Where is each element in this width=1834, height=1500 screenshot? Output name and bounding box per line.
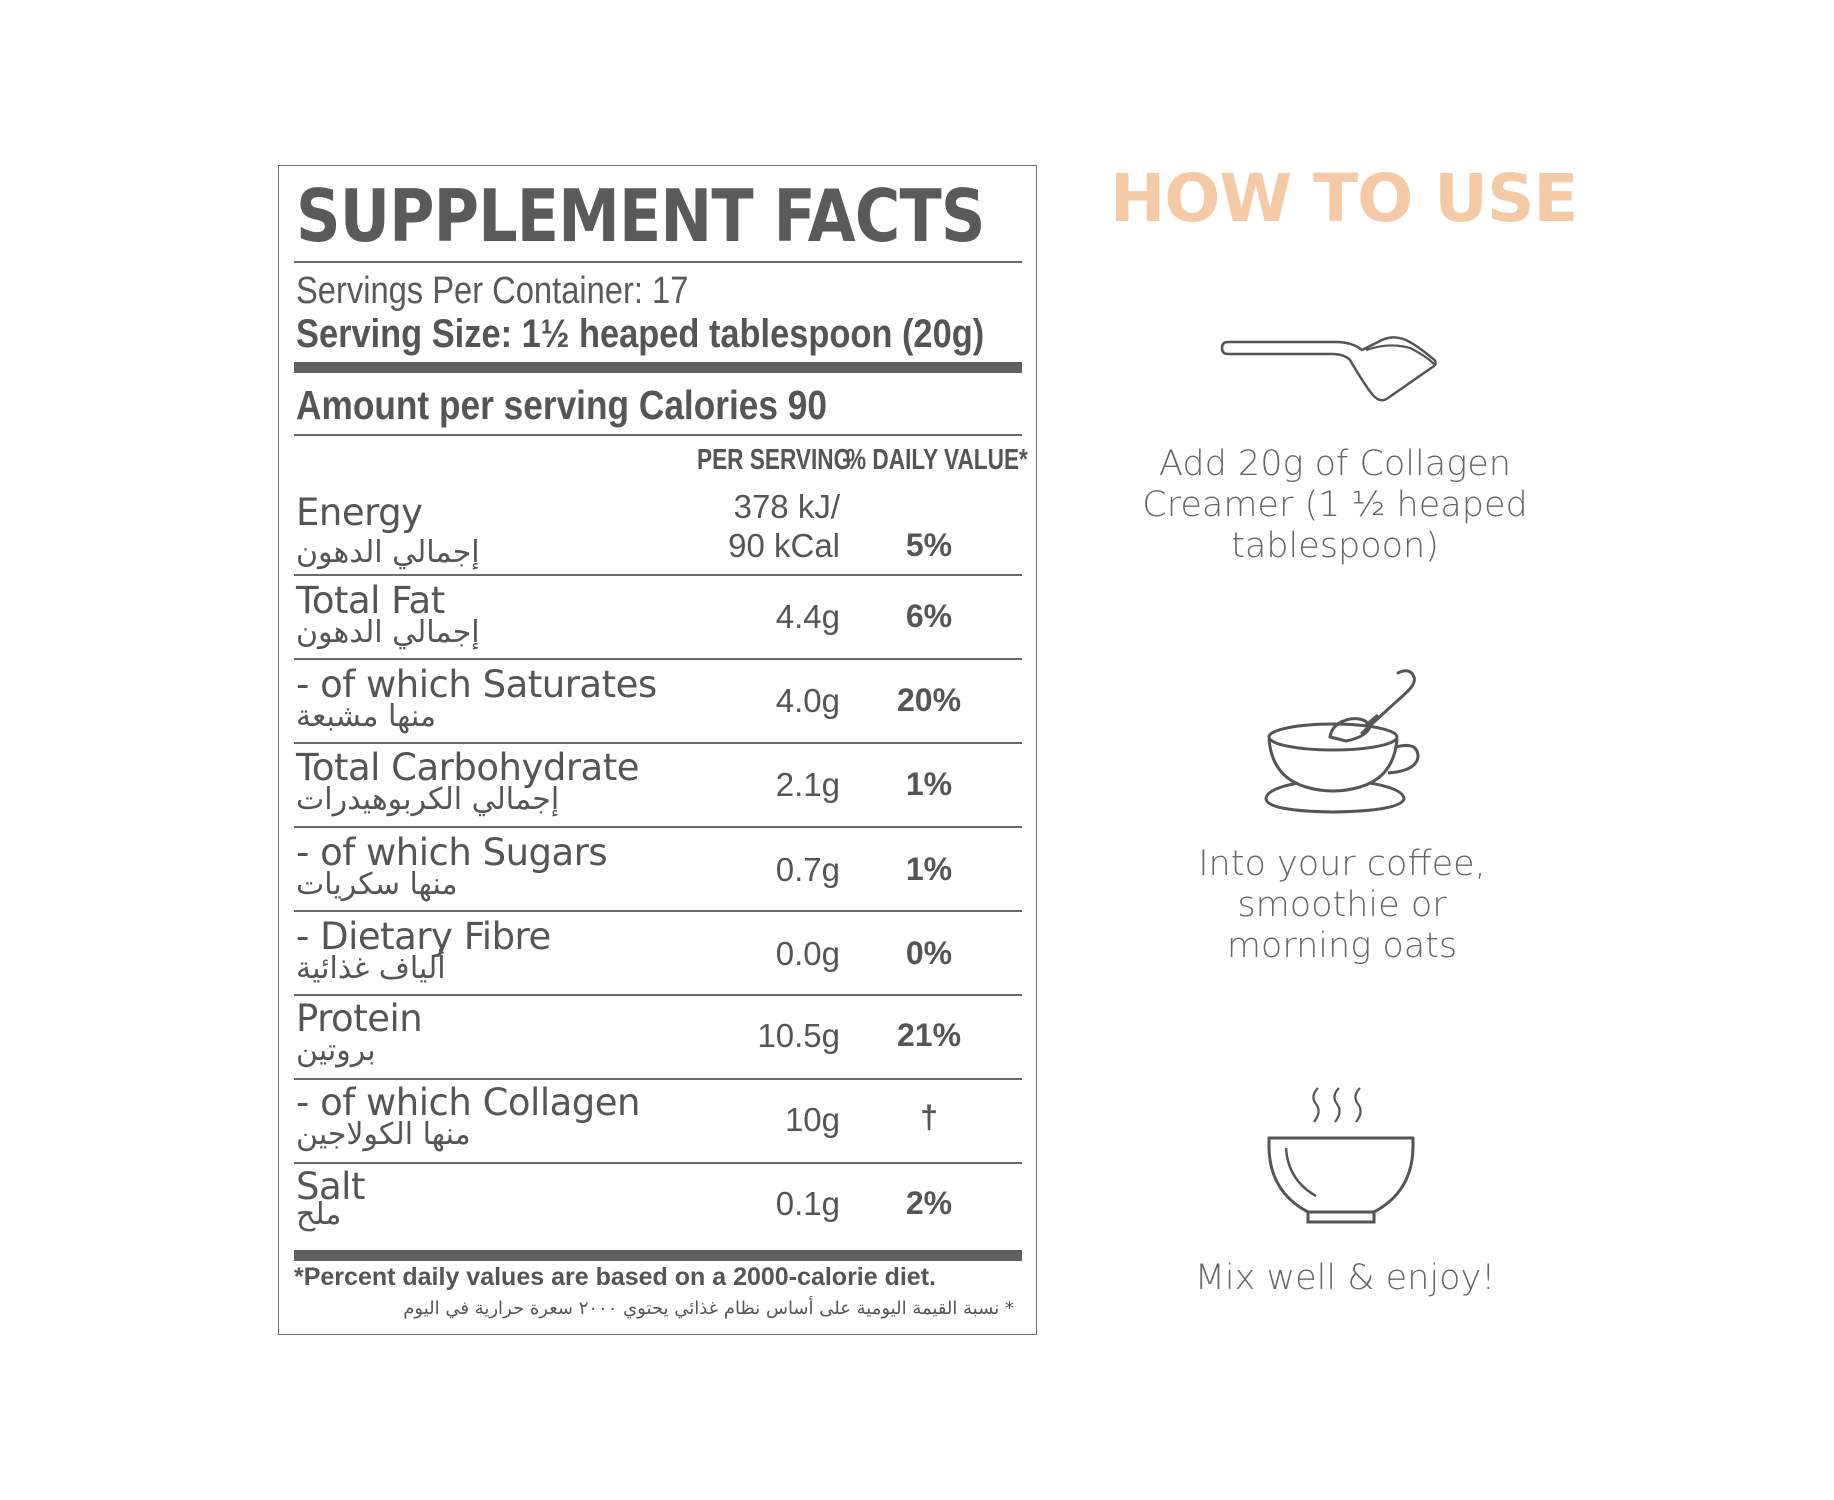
divider: [294, 742, 1022, 744]
step-1-line: Add 20g of Collagen: [1159, 444, 1511, 484]
step-1-line: Creamer (1 ½ heaped: [1142, 485, 1528, 525]
step-3-text: Mix well & enjoy!: [1105, 1258, 1585, 1299]
nutrient-amount: 4.4g: [775, 598, 840, 635]
supplement-facts-panel: SUPPLEMENT FACTS Servings Per Container:…: [278, 165, 1037, 1335]
step-3-line: Mix well & enjoy!: [1194, 1258, 1496, 1298]
serving-size: Serving Size: 1½ heaped tablespoon (20g): [296, 312, 985, 356]
nutrient-name: - of which Saturates: [296, 663, 657, 706]
how-to-use-title: HOW TO USE: [1110, 160, 1578, 237]
step-1-line: tablespoon): [1231, 526, 1439, 566]
nutrient-name-arabic: ألياف غذائية: [296, 951, 446, 986]
nutrient-daily-value: 2%: [905, 1185, 953, 1221]
step-1-text: Add 20g of Collagen Creamer (1 ½ heaped …: [1095, 444, 1575, 567]
thick-divider: [294, 362, 1022, 373]
footnote-english: *Percent daily values are based on a 200…: [294, 1263, 936, 1291]
nutrient-daily-value: 20%: [896, 682, 962, 718]
scoop-icon: [1220, 328, 1440, 408]
servings-per-container: Servings Per Container: 17: [296, 270, 689, 312]
nutrient-daily-value: 6%: [905, 598, 953, 634]
nutrient-amount: 4.0g: [775, 682, 840, 719]
nutrient-name-arabic: منها سكريات: [296, 867, 458, 902]
nutrient-daily-value: 21%: [896, 1017, 962, 1053]
nutrient-daily-value: †: [920, 1099, 938, 1135]
nutrient-name-arabic: بروتين: [296, 1033, 376, 1068]
step-2-text: Into your coffee, smoothie or morning oa…: [1102, 844, 1582, 967]
nutrient-daily-value: 1%: [905, 766, 953, 802]
footnote-arabic: * نسبة القيمة اليومية على أساس نظام غذائ…: [403, 1298, 1014, 1319]
coffee-cup-icon: [1258, 665, 1428, 815]
nutrient-daily-value: 0%: [905, 935, 953, 971]
nutrient-name: - of which Collagen: [296, 1081, 641, 1124]
nutrient-daily-value: 1%: [905, 851, 953, 887]
nutrient-amount: 0.0g: [775, 935, 840, 972]
nutrient-name-arabic: إجمالي الدهون: [296, 615, 480, 650]
nutrient-name-arabic: إجمالي الدهون: [296, 535, 480, 570]
step-2-line: morning oats: [1226, 926, 1458, 966]
divider: [294, 261, 1022, 263]
nutrient-name-arabic: إجمالي الكربوهيدرات: [296, 782, 560, 817]
divider: [294, 434, 1022, 436]
nutrient-amount: 90 kCal: [728, 527, 840, 564]
nutrient-amount: 2.1g: [775, 766, 840, 803]
divider: [294, 910, 1022, 912]
step-2-line: Into your coffee,: [1198, 844, 1486, 884]
column-header-per-serving: PER SERVING: [697, 444, 852, 476]
nutrient-amount: 10.5g: [757, 1017, 840, 1054]
divider: [294, 658, 1022, 660]
nutrient-name: - of which Sugars: [296, 831, 608, 874]
divider: [294, 1162, 1022, 1164]
nutrient-name-arabic: ملح: [296, 1197, 342, 1232]
step-2-line: smoothie or: [1237, 885, 1447, 925]
divider: [294, 1078, 1022, 1080]
divider: [294, 994, 1022, 996]
nutrient-amount: 378 kJ/: [733, 488, 840, 525]
nutrient-name-arabic: منها مشبعة: [296, 699, 437, 734]
divider: [294, 574, 1022, 576]
nutrient-name: - Dietary Fibre: [296, 915, 551, 958]
steaming-bowl-icon: [1266, 1082, 1416, 1224]
nutrient-name: Total Carbohydrate: [296, 746, 640, 789]
thick-divider: [294, 1250, 1022, 1261]
nutrient-name: Total Fat: [296, 579, 445, 622]
divider: [294, 826, 1022, 828]
nutrient-amount: 10g: [784, 1101, 840, 1138]
nutrient-amount: 0.7g: [775, 851, 840, 888]
nutrient-name: Salt: [296, 1165, 365, 1208]
nutrient-name-arabic: منها الكولاجين: [296, 1117, 471, 1152]
nutrient-name: Energy: [296, 491, 423, 534]
calories-line: Amount per serving Calories 90: [296, 382, 828, 428]
nutrient-amount: 0.1g: [775, 1185, 840, 1222]
nutrient-name: Protein: [296, 997, 423, 1040]
facts-title: SUPPLEMENT FACTS: [296, 174, 985, 258]
column-header-daily-value: % DAILY VALUE*: [846, 444, 1028, 476]
nutrient-daily-value: 5%: [905, 527, 953, 563]
